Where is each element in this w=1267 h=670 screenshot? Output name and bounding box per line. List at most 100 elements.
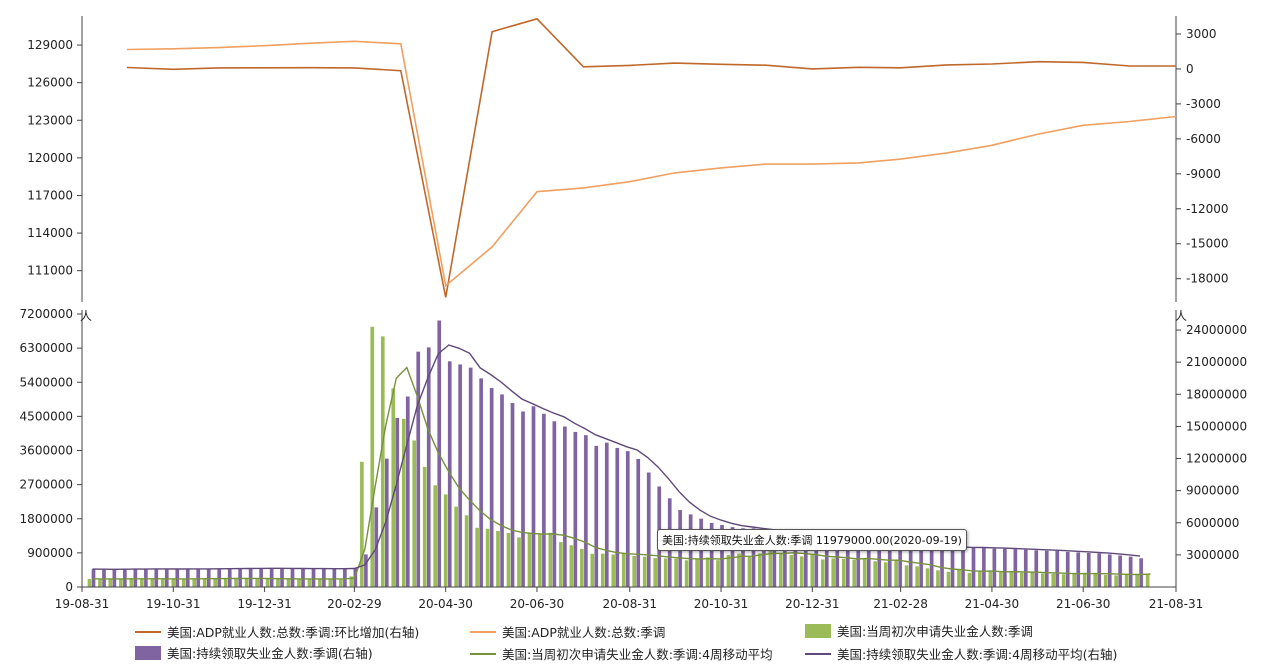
top-left-tick-label: 120000 [27, 151, 73, 165]
legend-item-adp-change[interactable]: 美国:ADP就业人数:总数:季调:环比增加(右轴) [135, 622, 419, 641]
continuing-claims-bar [918, 545, 924, 588]
continuing-claims-bar [552, 420, 557, 588]
chart-svg: 111000 114000 117000 120000 123000 126000 1290… [20, 16, 1247, 611]
initial-claims-bar [433, 484, 438, 588]
continuing-claims-bar [300, 568, 306, 588]
legend-item-adp-total[interactable]: 美国:ADP就业人数:总数:季调 [470, 622, 665, 641]
bottom-left-tick-label: 0 [65, 580, 73, 594]
continuing-claims-bar [1097, 553, 1102, 588]
top-right-tick-label: -9000 [1186, 167, 1221, 181]
initial-claims-bar [841, 558, 846, 588]
top-left-tick-label: 126000 [27, 76, 73, 90]
initial-claims-bar [401, 418, 406, 588]
initial-claims-bar [632, 555, 637, 588]
bottom-right-tick-label: 24000000 [1186, 323, 1247, 337]
top-right-tick-label: -6000 [1186, 132, 1221, 146]
initial-claims-bar [97, 578, 103, 588]
initial-claims-bar [118, 578, 124, 588]
continuing-claims-bar [573, 431, 578, 588]
initial-claims-bar [464, 514, 469, 588]
initial-claims-bar [935, 570, 941, 588]
x-tick-label: 20-06-30 [510, 597, 564, 611]
bottom-left-tick-label: 900000 [27, 546, 73, 560]
initial-claims-bar [893, 559, 899, 588]
bottom-left-tick-label: 5400000 [20, 375, 73, 389]
initial-claims-bar [1072, 573, 1077, 588]
continuing-claims-bar [541, 413, 547, 588]
bottom-left-tick-label: 7200000 [20, 307, 73, 321]
continuing-claims-bar [499, 394, 505, 588]
x-tick-label: 21-04-30 [965, 597, 1019, 611]
legend-item-continuing-claims-4wma[interactable]: 美国:持续领取失业金人数:季调:4周移动平均(右轴) [805, 644, 1117, 663]
continuing-claims-bar [960, 547, 966, 588]
initial-claims-bar [192, 578, 197, 588]
initial-claims-bar [328, 578, 333, 588]
initial-claims-bar [726, 554, 731, 588]
continuing-claims-bar [342, 568, 348, 588]
initial-claims-bar [233, 578, 239, 588]
initial-claims-bar [265, 578, 270, 588]
initial-claims-bar [757, 553, 763, 588]
continuing-claims-bar [1002, 548, 1008, 588]
initial-claims-bar [1030, 571, 1035, 588]
continuing-claims-bar [279, 568, 285, 588]
initial-claims-bar [370, 326, 375, 588]
initial-claims-bar [275, 578, 281, 588]
continuing-claims-bar [1076, 552, 1081, 588]
continuing-claims-bar [950, 547, 955, 588]
bottom-left-tick-label: 1800000 [20, 512, 73, 526]
initial-claims-bar [537, 533, 543, 588]
initial-claims-bar [223, 577, 228, 588]
x-tick-label: 20-02-29 [327, 597, 381, 611]
legend-swatch [470, 630, 496, 633]
continuing-claims-bar [217, 568, 222, 588]
initial-claims-bar [527, 532, 532, 588]
initial-claims-bar [873, 560, 878, 588]
legend-swatch [135, 645, 161, 660]
bottom-right-tick-label: 3000000 [1186, 548, 1239, 562]
continuing-claims-bar [457, 364, 463, 588]
initial-claims-bar [171, 578, 176, 588]
top-series-line-1 [126, 40, 1177, 288]
initial-claims-bar [736, 553, 742, 588]
continuing-claims-bar [583, 434, 589, 588]
initial-claims-bar [789, 554, 794, 588]
initial-claims-bar [673, 558, 679, 588]
initial-claims-bar [495, 530, 501, 588]
initial-claims-bar [160, 578, 165, 588]
legend-item-continuing-claims[interactable]: 美国:持续领取失业金人数:季调(右轴) [135, 643, 373, 662]
top-left-tick-label: 123000 [27, 113, 73, 127]
initial-claims-bar [1093, 573, 1098, 588]
continuing-claims-bar [929, 546, 934, 588]
initial-claims-bar [548, 532, 553, 588]
initial-claims-bar [747, 556, 752, 588]
bottom-left-tick-label: 6300000 [20, 341, 73, 355]
bottom-right-tick-label: 12000000 [1186, 452, 1247, 466]
initial-claims-bar [715, 559, 721, 588]
initial-claims-bar [1113, 575, 1119, 588]
continuing-claims-bar [269, 568, 274, 588]
legend-item-initial-claims[interactable]: 美国:当周初次申请失业金人数:季调 [805, 621, 1033, 640]
continuing-claims-bar [426, 347, 431, 588]
bottom-right-tick-label: 21000000 [1186, 355, 1247, 369]
legend-swatch [135, 630, 161, 633]
continuing-claims-bar [175, 568, 180, 588]
continuing-claims-bar [971, 547, 976, 588]
legend-item-initial-claims-4wma[interactable]: 美国:当周初次申请失业金人数:季调:4周移动平均 [470, 644, 773, 663]
initial-claims-bar [422, 466, 427, 588]
bottom-left-tick-label: 2700000 [20, 478, 73, 492]
continuing-claims-bar [489, 387, 494, 588]
x-tick-label: 21-08-31 [1149, 597, 1203, 611]
initial-claims-bar [1040, 573, 1045, 588]
top-right-tick-label: -3000 [1186, 97, 1221, 111]
continuing-claims-bar [332, 568, 337, 588]
legend-swatch [805, 652, 831, 655]
top-right-tick-label: -12000 [1186, 202, 1229, 216]
initial-claims-bar [338, 578, 344, 588]
initial-claims-bar [317, 578, 323, 588]
continuing-claims-bar [101, 569, 107, 588]
initial-claims-bar [621, 552, 626, 588]
legend-label: 美国:当周初次申请失业金人数:季调:4周移动平均 [502, 647, 773, 662]
continuing-claims-bar [416, 351, 421, 588]
